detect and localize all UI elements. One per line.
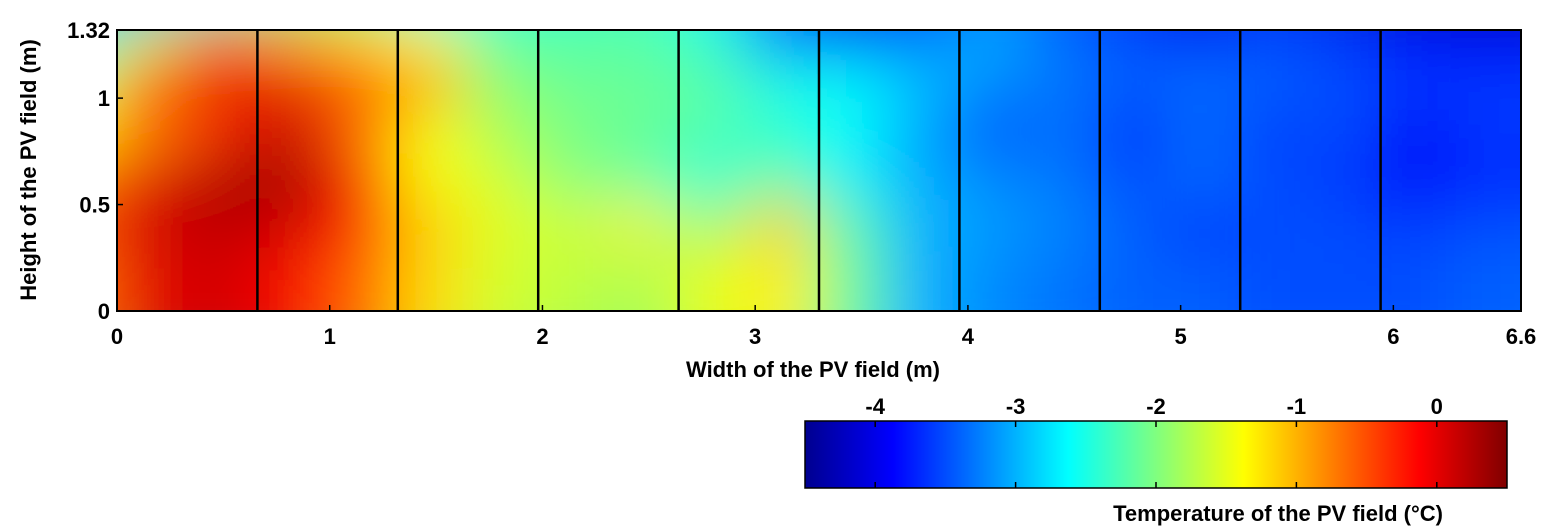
x-tick-label: 6.6 <box>1506 324 1537 349</box>
y-tick-label: 0.5 <box>79 193 110 218</box>
module-boundaries <box>256 30 1382 311</box>
y-axis-label: Height of the PV field (m) <box>16 39 41 301</box>
x-axis-label: Width of the PV field (m) <box>686 357 940 382</box>
heatmap-area <box>117 30 1521 311</box>
colorbar-tick-label: -4 <box>865 394 885 419</box>
colorbar-tick-label: -1 <box>1287 394 1307 419</box>
plot-frame <box>116 29 1522 312</box>
colorbar-tick-label: -3 <box>1006 394 1026 419</box>
heatmap-cells <box>117 30 1521 311</box>
colorbar <box>804 420 1508 489</box>
x-tick-label: 4 <box>962 324 975 349</box>
colorbar-ticks: -4 -3 -2 -1 0 <box>865 394 1443 488</box>
heatmap-cell <box>1445 247 1521 311</box>
y-axis-ticks: 0 0.5 1 1.32 <box>67 18 123 324</box>
y-tick-label: 1.32 <box>67 18 110 43</box>
y-tick-label: 1 <box>98 86 110 111</box>
x-tick-label: 3 <box>749 324 761 349</box>
y-tick-label: 0 <box>98 299 110 324</box>
colorbar-tick-label: 0 <box>1431 394 1443 419</box>
x-tick-label: 1 <box>324 324 336 349</box>
x-tick-label: 5 <box>1175 324 1187 349</box>
x-tick-label: 0 <box>111 324 123 349</box>
colorbar-label: Temperature of the PV field (°C) <box>1113 501 1443 526</box>
x-tick-label: 2 <box>536 324 548 349</box>
x-axis-ticks: 0 1 2 3 4 5 6 6.6 <box>111 305 1536 349</box>
x-tick-label: 6 <box>1387 324 1399 349</box>
colorbar-tick-label: -2 <box>1146 394 1166 419</box>
